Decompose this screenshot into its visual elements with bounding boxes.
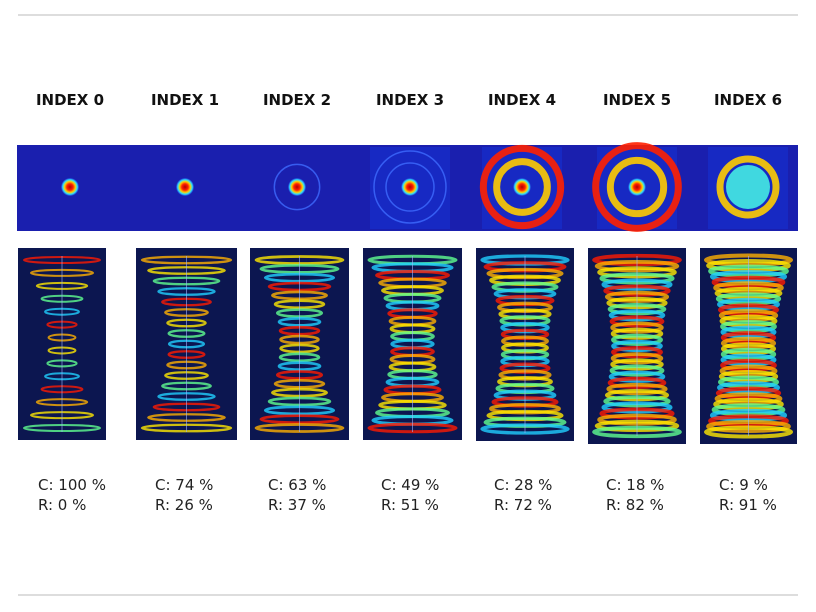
- ring: [716, 155, 780, 219]
- ring: [592, 142, 682, 232]
- ring: [493, 158, 551, 216]
- coherence-value: C: 74 %: [155, 476, 213, 494]
- coherence-value: C: 18 %: [606, 476, 664, 494]
- ratio-value: R: 51 %: [381, 496, 439, 514]
- ratio-value: R: 0 %: [38, 496, 86, 514]
- coherence-value: C: 100 %: [38, 476, 106, 494]
- ring: [606, 156, 668, 218]
- ring: [385, 162, 435, 212]
- ratio-value: R: 91 %: [719, 496, 777, 514]
- center-spot: [628, 178, 646, 196]
- coherence-value: C: 9 %: [719, 476, 768, 494]
- ring: [373, 150, 447, 224]
- column-header: INDEX 4: [488, 91, 556, 109]
- center-spot: [288, 178, 306, 196]
- center-spot: [726, 165, 770, 209]
- ratio-value: R: 82 %: [606, 496, 664, 514]
- center-spot: [61, 178, 79, 196]
- column-header: INDEX 3: [376, 91, 444, 109]
- column-header: INDEX 6: [714, 91, 782, 109]
- center-spot: [401, 178, 419, 196]
- coherence-value: C: 28 %: [494, 476, 552, 494]
- column-header: INDEX 1: [151, 91, 219, 109]
- ratio-value: R: 72 %: [494, 496, 552, 514]
- coherence-value: C: 63 %: [268, 476, 326, 494]
- ratio-value: R: 37 %: [268, 496, 326, 514]
- ratio-value: R: 26 %: [155, 496, 213, 514]
- ring: [273, 163, 321, 211]
- center-spot: [176, 178, 194, 196]
- column-header: INDEX 2: [263, 91, 331, 109]
- coherence-value: C: 49 %: [381, 476, 439, 494]
- center-spot: [513, 178, 531, 196]
- column-header: INDEX 5: [603, 91, 671, 109]
- ring: [479, 144, 565, 230]
- columns: INDEX 0 C: 100 % R: 0 % INDEX 1 C: 74 % R: 26…: [18, 91, 797, 514]
- column-header: INDEX 0: [36, 91, 104, 109]
